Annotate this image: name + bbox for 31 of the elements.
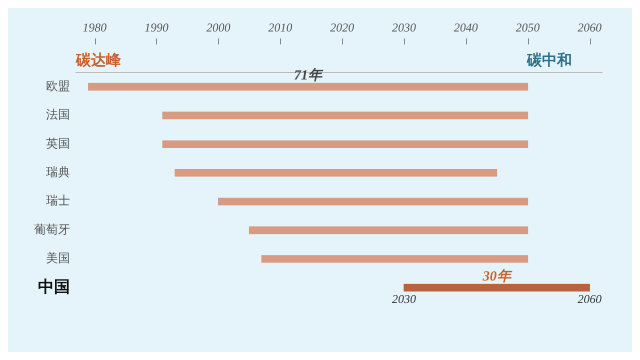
bar <box>218 198 528 206</box>
bar <box>248 226 528 234</box>
annotation: 71年 <box>294 67 324 84</box>
text: 碳达峰 <box>75 50 122 69</box>
y-tick-label: 瑞士 <box>46 194 70 208</box>
text: 碳中和 <box>526 50 572 69</box>
bar <box>174 169 498 177</box>
x-tick-label: 2010 <box>268 20 292 34</box>
x-tick-label: 2000 <box>206 20 230 34</box>
bar <box>162 140 528 148</box>
annotation: 2060 <box>578 292 602 306</box>
x-tick-label: 1990 <box>144 20 168 34</box>
y-tick-label: 中国 <box>38 276 70 296</box>
y-tick-label: 欧盟 <box>46 78 70 93</box>
bar <box>88 82 528 91</box>
y-tick-label: 葡萄牙 <box>34 222 70 236</box>
x-tick-label: 1980 <box>82 20 107 34</box>
annotation: 30年 <box>482 268 513 284</box>
y-tick-label: 瑞典 <box>46 164 70 179</box>
x-tick-label: 2050 <box>516 20 540 34</box>
y-tick-label: 英国 <box>46 136 70 150</box>
bar <box>261 255 528 263</box>
bar <box>162 112 528 120</box>
x-tick-label: 2040 <box>454 20 478 34</box>
y-tick-label: 美国 <box>46 251 70 266</box>
annotation: 2030 <box>392 292 416 306</box>
y-tick-label: 法国 <box>46 108 70 122</box>
x-tick-label: 2060 <box>578 20 602 34</box>
x-tick-label: 2030 <box>392 20 416 34</box>
bar <box>404 284 590 292</box>
x-tick-label: 2020 <box>330 20 354 34</box>
